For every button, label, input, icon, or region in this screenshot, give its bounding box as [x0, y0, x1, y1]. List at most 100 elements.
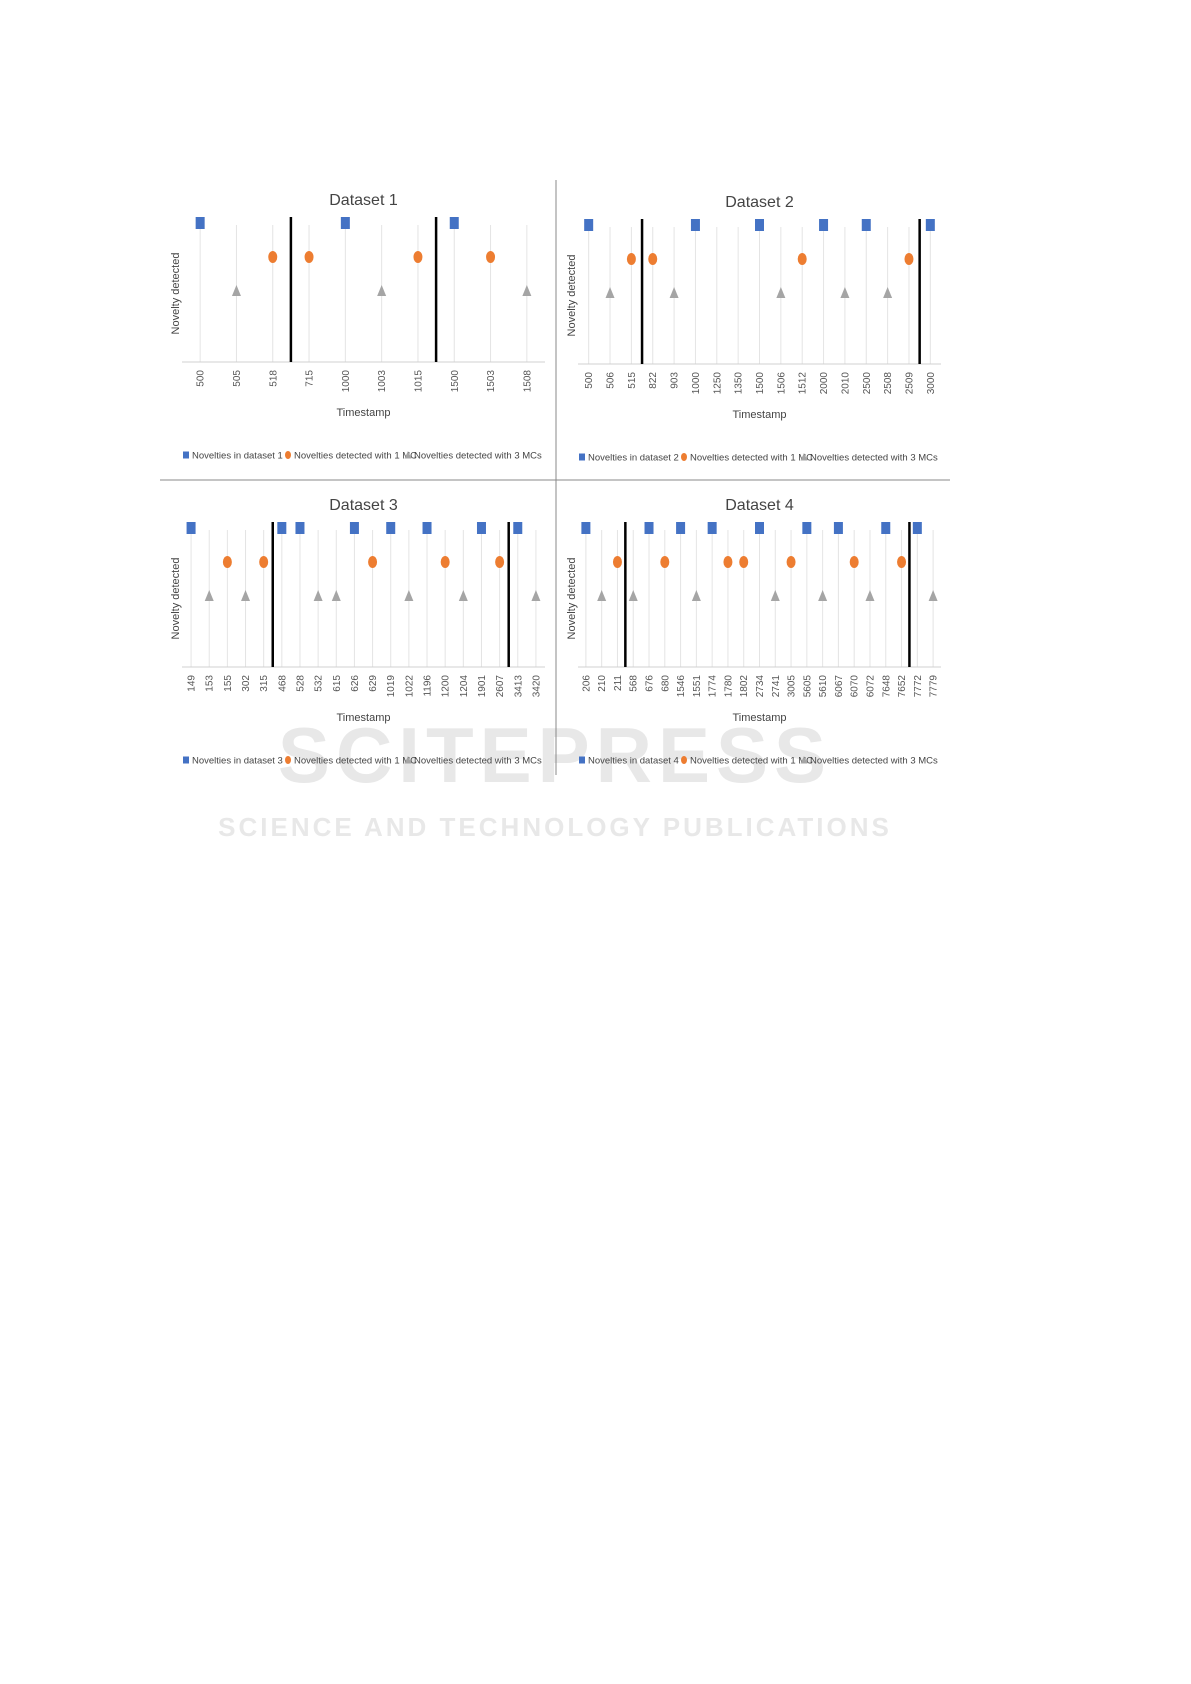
legend-label: Novelties in dataset 4 — [588, 756, 679, 767]
legend-label: Novelties detected with 1 MC — [294, 451, 417, 462]
x-tick-label: 1901 — [477, 675, 488, 698]
legend-label: Novelties in dataset 2 — [588, 453, 679, 464]
watermark-title: SCITEPRESS — [278, 711, 832, 799]
legend-label: Novelties detected with 3 MCs — [414, 756, 542, 767]
x-tick-label: 1196 — [423, 675, 434, 697]
x-tick-label: 1003 — [377, 370, 388, 393]
legend-swatch — [579, 453, 585, 461]
x-tick-label: 2500 — [862, 372, 873, 395]
x-tick-label: 568 — [629, 675, 640, 692]
marker-square — [755, 219, 764, 231]
x-tick-label: 5605 — [802, 675, 813, 698]
x-tick-label: 149 — [187, 675, 198, 692]
marker-square — [449, 217, 459, 229]
marker-triangle — [691, 590, 701, 601]
marker-triangle — [522, 285, 532, 296]
x-tick-label: 155 — [223, 675, 234, 692]
legend-swatch — [404, 451, 412, 459]
x-tick-label: 1250 — [712, 372, 723, 395]
x-axis-label: Timestamp — [733, 409, 787, 421]
chart-title: Dataset 3 — [329, 497, 398, 514]
marker-square — [707, 522, 717, 534]
marker-circle — [368, 556, 378, 568]
y-axis-label: Novelty detected — [170, 558, 182, 640]
marker-square — [340, 217, 350, 229]
legend-swatch — [579, 756, 585, 764]
marker-triangle — [776, 287, 786, 298]
x-tick-label: 680 — [660, 675, 671, 692]
x-tick-label: 2010 — [840, 372, 851, 395]
x-tick-label: 1503 — [486, 370, 497, 393]
marker-square — [476, 522, 486, 534]
marker-triangle — [840, 287, 850, 298]
x-tick-label: 7779 — [929, 675, 940, 698]
marker-square — [581, 522, 591, 534]
marker-circle — [626, 253, 636, 265]
x-tick-label: 1512 — [798, 372, 809, 395]
legend-swatch — [285, 756, 291, 764]
x-tick-label: 153 — [205, 675, 216, 692]
legend-label: Novelties detected with 3 MCs — [414, 451, 542, 462]
marker-square — [277, 522, 287, 534]
x-tick-label: 468 — [277, 675, 288, 692]
x-tick-label: 2000 — [819, 372, 830, 395]
legend-label: Novelties in dataset 1 — [192, 451, 283, 462]
marker-circle — [268, 251, 278, 263]
x-tick-label: 7772 — [913, 675, 924, 698]
x-tick-label: 1780 — [723, 675, 734, 698]
marker-square — [881, 522, 891, 534]
x-tick-label: 676 — [645, 675, 656, 692]
marker-triangle — [883, 287, 893, 298]
x-tick-label: 3413 — [513, 675, 524, 698]
marker-triangle — [241, 590, 251, 601]
x-tick-label: 1000 — [341, 370, 352, 393]
marker-square — [819, 219, 829, 231]
x-tick-label: 2509 — [904, 372, 915, 395]
marker-square — [676, 522, 686, 534]
x-axis-label: Timestamp — [337, 712, 391, 724]
x-tick-label: 500 — [584, 372, 595, 389]
marker-square — [295, 522, 305, 534]
x-tick-label: 315 — [259, 675, 270, 692]
marker-triangle — [628, 590, 638, 601]
x-tick-label: 7652 — [897, 675, 908, 698]
marker-circle — [897, 556, 907, 568]
x-tick-label: 532 — [314, 675, 325, 692]
x-tick-label: 629 — [368, 675, 379, 692]
x-tick-label: 1802 — [739, 675, 750, 698]
marker-triangle — [865, 590, 875, 601]
marker-square — [513, 522, 523, 534]
marker-triangle — [404, 590, 414, 601]
chart-title: Dataset 4 — [725, 497, 794, 514]
legend-swatch — [681, 756, 687, 764]
x-tick-label: 6070 — [850, 675, 861, 698]
legend-swatch — [681, 453, 687, 461]
x-tick-label: 3420 — [531, 675, 542, 698]
marker-circle — [440, 556, 450, 568]
x-tick-label: 6067 — [834, 675, 845, 698]
x-tick-label: 1500 — [450, 370, 461, 393]
x-tick-label: 1022 — [404, 675, 415, 698]
marker-square — [422, 522, 432, 534]
x-tick-label: 500 — [196, 370, 207, 387]
marker-circle — [786, 556, 796, 568]
marker-triangle — [377, 285, 387, 296]
x-tick-label: 3005 — [787, 675, 798, 698]
x-tick-label: 3000 — [926, 372, 937, 395]
x-tick-label: 5610 — [818, 675, 829, 698]
x-tick-label: 1350 — [734, 372, 745, 395]
marker-circle — [797, 253, 807, 265]
marker-circle — [904, 253, 914, 265]
legend-swatch — [183, 756, 189, 764]
legend-swatch — [285, 451, 291, 459]
y-axis-label: Novelty detected — [566, 558, 578, 640]
marker-square — [833, 522, 843, 534]
x-axis-label: Timestamp — [733, 712, 787, 724]
x-axis-label: Timestamp — [337, 407, 391, 419]
legend-label: Novelties detected with 3 MCs — [810, 453, 938, 464]
x-tick-label: 1774 — [708, 675, 719, 698]
x-tick-label: 206 — [581, 675, 592, 692]
marker-square — [861, 219, 871, 231]
marker-circle — [612, 556, 622, 568]
